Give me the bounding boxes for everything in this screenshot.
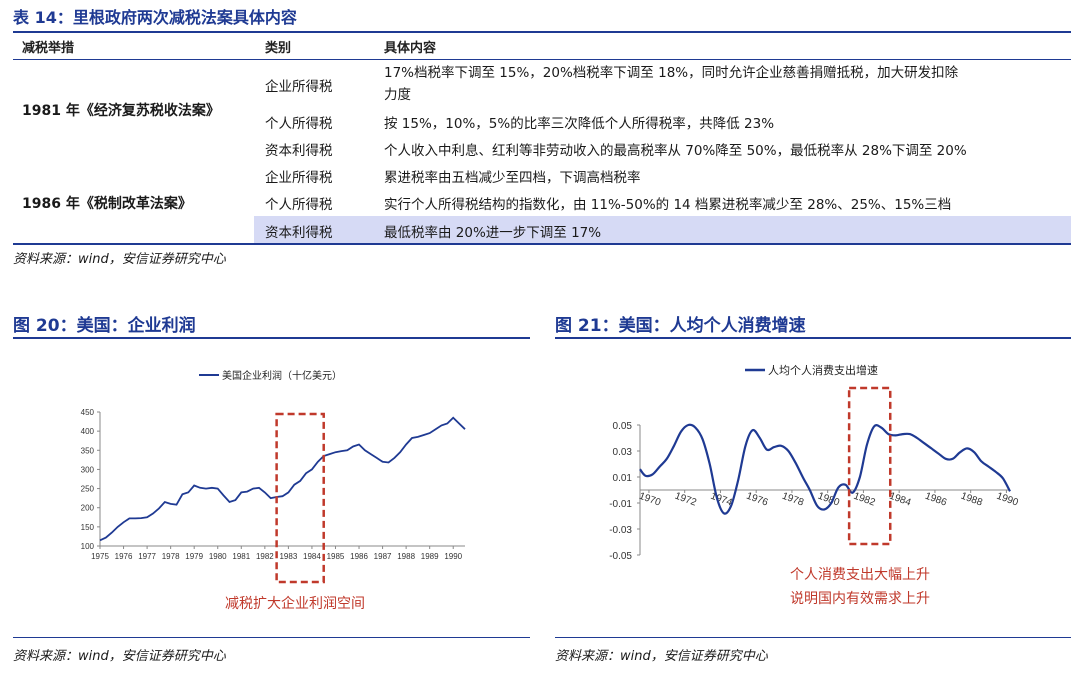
x-tick-label: 1986: [350, 552, 368, 561]
y-tick-label: 0.03: [613, 447, 633, 458]
fig20-annotation: 减税扩大企业利润空间: [225, 596, 365, 612]
x-tick-label: 1990: [444, 552, 462, 561]
x-tick-label: 1981: [232, 552, 250, 561]
fig21-annotation-line2: 说明国内有效需求上升: [790, 591, 930, 607]
header-category: 类别: [265, 41, 292, 56]
y-tick-label: 100: [81, 542, 95, 551]
x-tick-label: 1988: [397, 552, 415, 561]
row-1-content-line1: 17%档税率下调至 15%，20%档税率下调至 18%，同时允许企业慈善捐赠抵税…: [384, 65, 959, 81]
corporate-profit-chart: 100 150 200 250 300 350 400 450 1975 1976 1977 1978…: [81, 369, 466, 584]
x-tick-label: 1985: [327, 552, 345, 561]
x-tick-label: 1987: [374, 552, 392, 561]
profit-series-line: [99, 416, 466, 542]
table-header-rule: [13, 59, 1071, 60]
row-3-category: 资本利得税: [265, 143, 333, 159]
header-content: 具体内容: [384, 41, 437, 56]
x-tick-label: 1982: [256, 552, 274, 561]
legend-label: 美国企业利润（十亿美元）: [222, 369, 342, 382]
fig21-bottom-rule: [555, 637, 1071, 638]
row-6-content: 最低税率由 20%进一步下调至 17%: [384, 225, 602, 241]
y-tick-label: 0.05: [613, 421, 633, 432]
x-tick-label: 1980: [209, 552, 227, 561]
row-5-category: 个人所得税: [265, 197, 333, 213]
y-tick-label: 0.01: [613, 473, 633, 484]
x-tick-label: 1970: [637, 491, 662, 509]
x-tick-label: 1984: [303, 552, 321, 561]
legend-label: 人均个人消费支出增速: [768, 363, 878, 377]
table-title: 表 14：里根政府两次减税法案具体内容: [13, 8, 297, 27]
x-tick-label: 1989: [421, 552, 439, 561]
x-tick-label: 1972: [673, 491, 698, 509]
table-source: 资料来源：wind，安信证券研究中心: [13, 252, 226, 267]
x-tick-label: 1983: [279, 552, 297, 561]
law-1986: 1986 年《税制改革法案》: [22, 196, 192, 212]
y-tick-label: 150: [81, 523, 95, 532]
x-tick-label: 1976: [745, 491, 770, 509]
x-tick-label: 1986: [923, 491, 948, 509]
x-tick-label: 1979: [185, 552, 203, 561]
highlight-row: [254, 216, 1071, 243]
y-tick-label: 450: [81, 408, 95, 417]
fig20-title: 图 20：美国：企业利润: [13, 316, 196, 336]
y-tick-label: 350: [81, 446, 95, 455]
fig20-source: 资料来源：wind，安信证券研究中心: [13, 649, 226, 664]
table-bottom-rule: [13, 243, 1071, 245]
row-2-content: 按 15%，10%，5%的比率三次降低个人所得税率，共降低 23%: [384, 116, 775, 132]
row-3-content: 个人收入中利息、红利等非劳动收入的最高税率从 70%降至 50%，最低税率从 2…: [384, 143, 967, 159]
x-tick-label: 1975: [91, 552, 109, 561]
x-tick-label: 1978: [162, 552, 180, 561]
y-tick-label: -0.01: [609, 499, 632, 510]
fig21-top-rule: [555, 337, 1071, 339]
row-1-content: 17%档税率下调至 15%，20%档税率下调至 18%，同时允许企业慈善捐赠抵税…: [384, 62, 958, 106]
consumption-series-line: [639, 423, 1011, 515]
y-tick-label: 250: [81, 485, 95, 494]
y-tick-label: 300: [81, 465, 95, 474]
x-tick-label: 1982: [852, 491, 877, 509]
highlight-box: [275, 412, 325, 584]
row-1-category: 企业所得税: [265, 79, 333, 95]
law-1981: 1981 年《经济复苏税收法案》: [22, 103, 220, 119]
table-top-rule: [13, 31, 1071, 33]
fig20-top-rule: [13, 337, 530, 339]
fig20-bottom-rule: [13, 637, 530, 638]
fig21-annotation-line1: 个人消费支出大幅上升: [790, 567, 930, 583]
row-5-content: 实行个人所得税结构的指数化，由 11%-50%的 14 档累进税率减少至 28%…: [384, 197, 952, 213]
x-tick-label: 1977: [138, 552, 156, 561]
x-tick-label: 1990: [995, 491, 1020, 509]
y-tick-label: -0.03: [609, 525, 632, 536]
row-2-category: 个人所得税: [265, 116, 333, 132]
header-measure: 减税举措: [22, 41, 75, 56]
fig21-source: 资料来源：wind，安信证券研究中心: [555, 649, 768, 664]
fig21-title: 图 21：美国：人均个人消费增速: [555, 316, 806, 336]
row-6-category: 资本利得税: [265, 225, 333, 241]
x-tick-label: 1978: [780, 491, 805, 509]
y-tick-label: 200: [81, 504, 95, 513]
y-tick-label: -0.05: [609, 551, 632, 562]
row-4-content: 累进税率由五档减少至四档，下调高档税率: [384, 170, 641, 186]
row-1-content-line2: 力度: [384, 87, 411, 103]
highlight-box: [847, 386, 892, 546]
row-4-category: 企业所得税: [265, 170, 333, 186]
x-tick-label: 1988: [959, 491, 984, 509]
y-tick-label: 400: [81, 427, 95, 436]
x-tick-label: 1976: [115, 552, 133, 561]
